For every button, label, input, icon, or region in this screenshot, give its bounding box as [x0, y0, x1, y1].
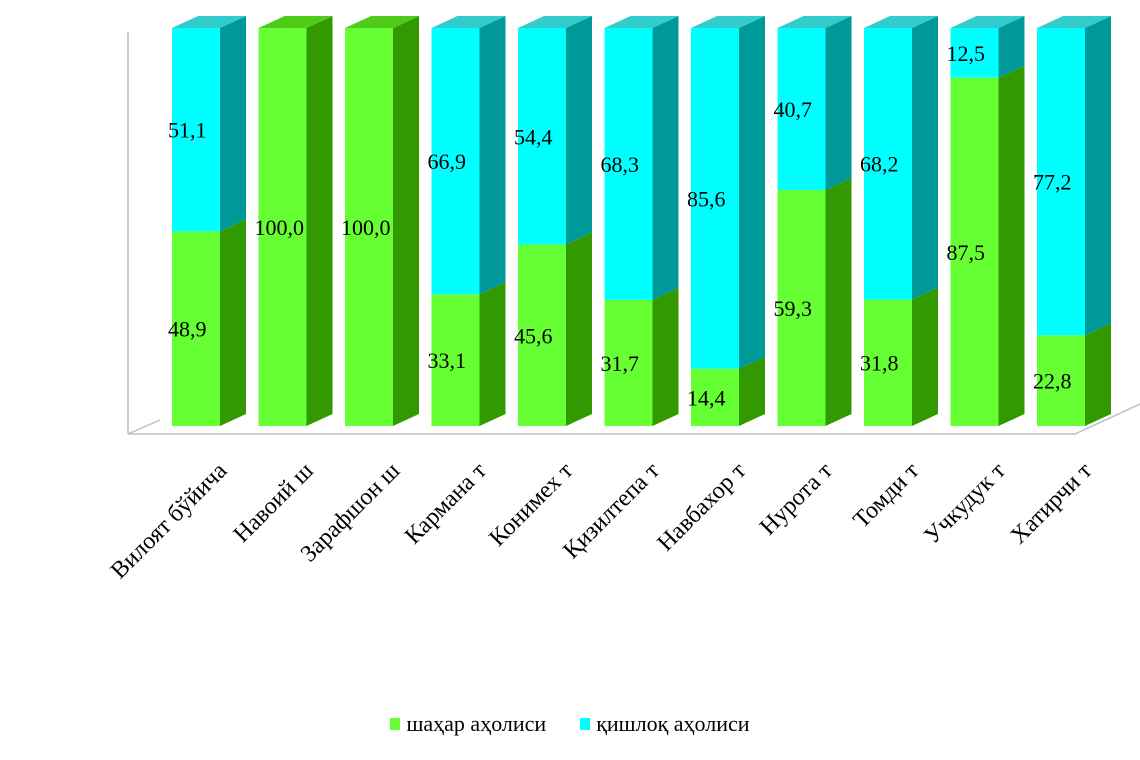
bar-0-4	[518, 244, 566, 426]
data-label-0-2: 100,0	[341, 215, 391, 240]
bar-1-8	[864, 28, 912, 300]
bar-side-0-9	[998, 65, 1025, 426]
data-label-1-7: 40,7	[774, 97, 813, 122]
chart-plot: 48,9 51,1 100,0 100,0 33,1 66,9 45,6 54,4 31,7 68…	[106, 16, 1140, 584]
bar-1-0	[172, 28, 220, 232]
bar-side-1-0	[220, 16, 246, 232]
bar-side-1-5	[652, 16, 679, 300]
data-label-0-3: 33,1	[428, 348, 467, 373]
legend-item-rural: қишлоқ аҳолиси	[580, 711, 750, 737]
bar-0-0	[172, 231, 220, 426]
data-label-0-8: 31,8	[860, 351, 899, 376]
data-label-0-10: 22,8	[1033, 369, 1072, 394]
bar-top-1-7	[777, 16, 852, 28]
legend-item-urban: шаҳар аҳолиси	[390, 711, 546, 737]
bar-side-0-3	[479, 282, 506, 426]
bar-top-1-4	[518, 16, 592, 28]
bar-side-1-3	[479, 16, 506, 295]
x-tick-label-9: Учкудук т	[919, 457, 1011, 549]
data-label-1-5: 68,3	[601, 152, 640, 177]
data-label-0-5: 31,7	[601, 351, 640, 376]
x-tick-label-8: Томди т	[848, 458, 924, 534]
data-label-1-8: 68,2	[860, 152, 899, 177]
bar-top-1-5	[604, 16, 679, 28]
bar-top-1-9	[950, 16, 1025, 28]
bar-0-10	[1037, 335, 1085, 426]
legend-swatch-rural	[580, 718, 591, 730]
bar-top-1-6	[691, 16, 765, 28]
floor-left-edge	[127, 419, 161, 435]
legend-label-urban: шаҳар аҳолиси	[406, 711, 547, 736]
bar-0-3	[431, 294, 480, 426]
bar-top-1-0	[172, 16, 246, 28]
bar-1-9	[950, 28, 999, 78]
bar-0-1	[258, 28, 307, 426]
bar-side-1-7	[825, 16, 852, 190]
bar-top-0-2	[345, 16, 419, 28]
x-tick-label-3: Кармана т	[400, 457, 492, 549]
bar-side-0-5	[652, 287, 679, 426]
bar-1-3	[431, 28, 480, 295]
bar-1-4	[518, 28, 566, 245]
bar-1-10	[1037, 28, 1085, 336]
bar-side-0-1	[306, 16, 333, 426]
x-tick-label-1: Навоий ш	[229, 457, 319, 547]
x-tick-label-7: Нурота т	[755, 457, 838, 540]
bar-0-9	[950, 77, 999, 426]
data-label-0-0: 48,9	[168, 317, 207, 342]
bar-side-0-4	[566, 232, 592, 426]
legend-swatch-urban	[390, 718, 401, 730]
bar-side-1-8	[912, 16, 938, 300]
bar-1-7	[777, 28, 826, 190]
bar-side-1-6	[739, 16, 765, 369]
bar-top-1-10	[1037, 16, 1111, 28]
data-label-1-9: 12,5	[947, 41, 986, 66]
bar-top-1-8	[864, 16, 938, 28]
bar-side-0-8	[912, 287, 938, 426]
data-label-0-9: 87,5	[947, 240, 986, 265]
bar-side-0-7	[825, 177, 852, 426]
x-tick-label-6: Навбахор т	[653, 457, 752, 556]
bar-0-2	[345, 28, 393, 426]
bar-0-6	[691, 368, 739, 426]
bar-0-8	[864, 299, 912, 426]
bar-side-1-9	[998, 16, 1025, 78]
floor-edge	[128, 403, 1140, 435]
legend-label-rural: қишлоқ аҳолиси	[596, 711, 750, 736]
data-label-1-10: 77,2	[1033, 170, 1072, 195]
data-label-0-6: 14,4	[687, 385, 726, 410]
bar-side-1-4	[566, 16, 592, 245]
bar-side-0-2	[393, 16, 419, 426]
bar-side-0-0	[220, 219, 246, 426]
bar-0-5	[604, 299, 653, 426]
bar-side-0-10	[1085, 323, 1111, 426]
bar-top-1-3	[431, 16, 506, 28]
data-label-0-7: 59,3	[774, 296, 813, 321]
legend: шаҳар аҳолиси қишлоқ аҳолиси	[0, 704, 1140, 744]
x-tick-label-0: Вилоят бўйича	[106, 458, 232, 584]
data-label-0-1: 100,0	[255, 215, 305, 240]
bar-side-1-10	[1085, 16, 1111, 336]
data-label-1-4: 54,4	[514, 124, 553, 149]
bar-1-6	[691, 28, 739, 369]
data-label-1-3: 66,9	[428, 149, 467, 174]
bar-0-7	[777, 189, 826, 426]
bar-side-0-6	[739, 356, 765, 426]
data-label-1-6: 85,6	[687, 186, 726, 211]
bar-top-0-1	[258, 16, 333, 28]
x-tick-label-4: Конимех т	[485, 457, 579, 551]
x-tick-label-10: Хатирчи т	[1006, 457, 1098, 549]
data-label-0-4: 45,6	[514, 323, 553, 348]
bar-1-5	[604, 28, 653, 300]
data-label-1-0: 51,1	[168, 118, 207, 143]
